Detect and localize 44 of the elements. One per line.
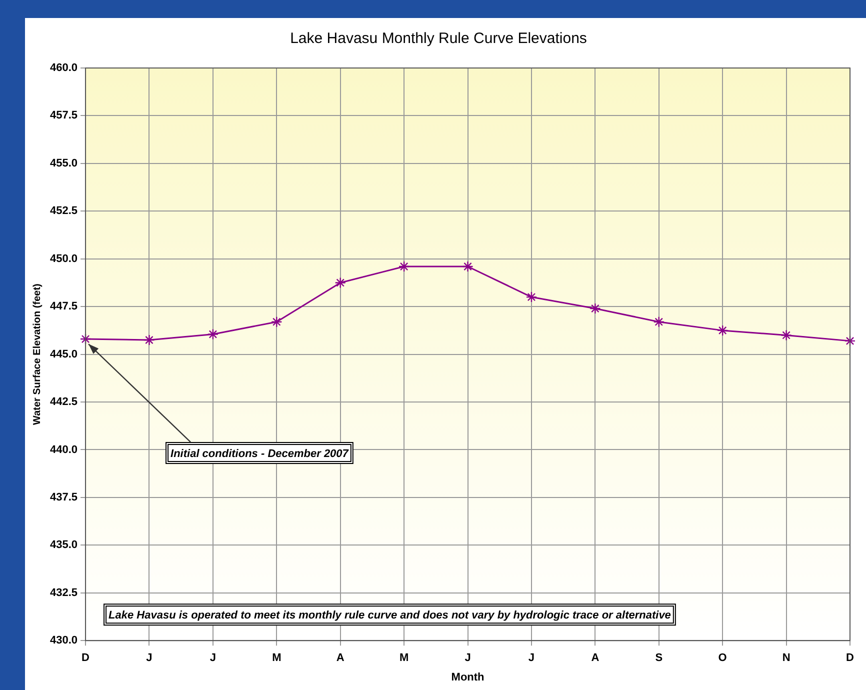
point [80,333,92,345]
point [716,324,728,336]
y-tick-label: 445.0 [50,348,78,360]
chart-title: Lake Havasu Monthly Rule Curve Elevations [290,30,587,48]
y-tick-label: 457.5 [50,110,78,122]
y-tick-label: 442.5 [50,396,78,408]
x-tick-label: J [210,652,216,664]
y-tick-label: 437.5 [50,491,78,504]
point [334,277,346,288]
x-tick-label: N [782,652,790,664]
x-tick-label: A [336,652,344,664]
point [207,328,219,340]
point [590,302,601,314]
x-tick-label: O [718,652,728,664]
annotation: Lake Havasu is operated to meet its monthly rule curve and does not vary by hydrologic trace or alternative [108,610,671,622]
point [144,334,155,346]
x-axis-title: Month [451,671,485,684]
y-axis-title: Water Surface Elevation (feet) [32,284,43,425]
y-tick-label: 430.0 [50,634,78,647]
x-tick-label: J [528,652,535,664]
y-tick-label: 440.0 [50,444,78,456]
annotation: Initial conditions - December 2007 [170,448,350,460]
x-tick-label: J [464,652,471,664]
y-tick-label: 455.0 [50,157,78,170]
x-tick-label: A [591,652,600,664]
x-tick-label: D [846,652,854,664]
y-tick-label: 432.5 [50,586,78,599]
x-tick-label: M [272,652,282,664]
point [844,335,856,347]
point [462,260,474,272]
x-tick-label: S [655,652,663,664]
y-tick-label: 435.0 [50,539,78,552]
point [780,330,792,341]
x-tick-label: J [146,652,152,664]
point [526,291,538,303]
y-tick-label: 460.0 [50,62,78,74]
y-tick-label: 452.5 [50,205,78,218]
x-tick-label: M [399,652,409,664]
point [653,316,664,328]
x-tick-label: D [82,652,90,664]
y-tick-label: 447.5 [50,300,78,313]
point [398,260,410,272]
point [271,316,282,328]
y-tick-label: 450.0 [50,252,78,265]
